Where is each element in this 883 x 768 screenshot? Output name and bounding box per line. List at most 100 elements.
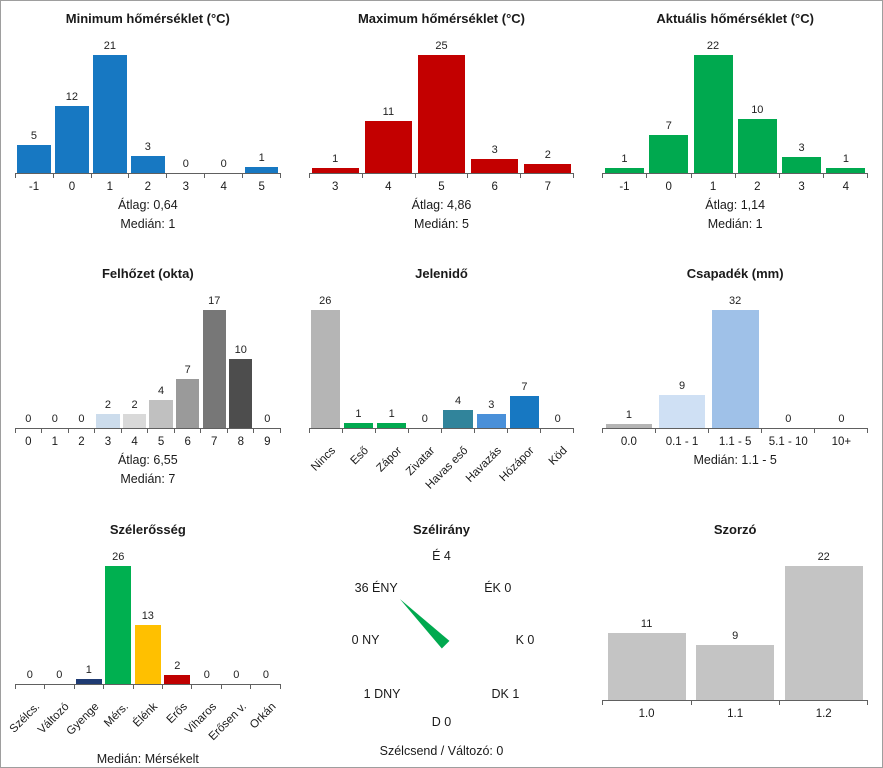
x-axis [602, 428, 869, 434]
chart-title: Aktuális hőmérséklet (°C) [656, 11, 814, 26]
axis-tick [15, 429, 41, 434]
axis-tick [602, 174, 646, 178]
chart-title: Jelenidő [415, 266, 468, 282]
chart-title: Felhőzet (okta) [101, 266, 194, 282]
bar-value-label: 3 [491, 144, 498, 156]
panel-precipitation: Csapadék (mm) 1 9 32 0 0 0.0 0.1 - 1 1.1 - 5 5.1… [588, 256, 882, 511]
axis-tick [602, 700, 690, 705]
stat-mean: Átlag: 4,86 [411, 198, 472, 212]
bar-column: 1 [74, 664, 104, 684]
axis-tick [308, 174, 362, 178]
axis-tick [90, 174, 129, 178]
bar-column: 2 [95, 399, 122, 429]
bar [737, 119, 777, 173]
bar [202, 310, 226, 429]
bar-value-label: 1 [842, 153, 849, 165]
axis-tick [474, 429, 507, 434]
panel-minimum-temperature: Minimum hőmérséklet (°C) 5 12 21 3 0 0 1 -1 0 1 2 3… [1, 1, 295, 256]
chart-stats: Medián: 1.1 - 5 [594, 453, 876, 467]
axis-tick [407, 429, 441, 434]
bar [105, 565, 132, 684]
x-axis [15, 428, 281, 434]
bar-chart-multiplier: 11 9 22 1.0 1.1 1.2 [594, 547, 876, 720]
bar-column: 1 [375, 408, 408, 429]
bar-column: 10 [735, 104, 779, 173]
bar-column: 26 [104, 551, 134, 684]
panel-wind-direction: Szélirány É 4 ÉK 0 K 0 DK 1 D 0 1 DNY 0 … [295, 512, 589, 767]
axis-tick [814, 429, 869, 434]
bars-area: 5 12 21 3 0 0 1 [7, 36, 289, 173]
bar-value-label: 1 [332, 153, 339, 165]
chart-stats: Átlag: 6,55 Medián: 7 [7, 453, 289, 486]
axis-tick [204, 174, 242, 178]
compass-label-southeast: DK 1 [491, 686, 520, 701]
bar-value-label: 21 [103, 40, 116, 52]
bar [55, 106, 89, 173]
bar [131, 156, 165, 173]
axis-tick [162, 684, 191, 689]
bar-value-label: 0 [264, 413, 271, 426]
bar-column: 1 [309, 153, 362, 173]
x-axis-label: Változó [35, 700, 72, 737]
bar-column: 7 [647, 120, 691, 173]
x-axis-label: -1 [619, 181, 630, 193]
chart-stats: Átlag: 0,64 Medián: 1 [7, 198, 289, 231]
bar-column: 0 [815, 413, 868, 428]
x-axis-label: 5.1 - 10 [768, 436, 808, 449]
x-axis-label: Gyenge [64, 700, 102, 738]
chart-stats: Átlag: 1,14 Medián: 1 [594, 198, 876, 231]
axis-tick [73, 684, 103, 689]
bar-value-label: 0 [220, 158, 227, 170]
bar-value-label: 0 [554, 413, 561, 426]
bar [364, 121, 412, 173]
x-axis [15, 683, 281, 689]
axis-tick [734, 174, 779, 178]
x-axis-label: Havazás [463, 445, 504, 486]
x-axis-label: 0 [665, 181, 672, 193]
bar-column: 2 [163, 660, 193, 684]
bar-column: 0 [167, 158, 205, 173]
x-axis-label: 5 [438, 181, 445, 193]
bar-value-label: 22 [706, 40, 720, 52]
bar-chart-wind-strength: 0 0 1 26 13 2 0 0 0 Szélcs. Változó Gyenge Mérs. Élén… [7, 547, 289, 747]
axis-tick [226, 429, 253, 434]
x-axis-label: Szélcs. [7, 700, 43, 736]
bar-value-label: 1 [85, 663, 92, 676]
axis-tick [15, 684, 44, 689]
x-axis-label: 4 [842, 181, 850, 193]
axis-tick [173, 429, 200, 434]
bar-column: 2 [121, 399, 148, 429]
bar [134, 624, 161, 684]
x-axis-label: Erősen v. [206, 700, 249, 743]
bar [693, 55, 733, 173]
axis-tick [540, 429, 575, 434]
x-axis-label: 0.1 - 1 [665, 436, 699, 449]
axis-tick [220, 684, 250, 689]
axis-tick [467, 174, 520, 178]
compass-label-west: 0 NY [351, 632, 380, 647]
chart-title: Szélerősség [109, 521, 186, 537]
bar [604, 168, 644, 173]
x-axis-label: Hózápor [497, 445, 537, 485]
bar [17, 145, 51, 173]
x-axis-label: 0.0 [620, 436, 637, 449]
bar-column: 0 [762, 413, 815, 428]
axis-tick [646, 174, 690, 178]
bar-value-label: 10 [751, 104, 764, 116]
bar-column: 32 [709, 295, 762, 429]
bar-column: 0 [222, 669, 252, 684]
panel-cloud-cover: Felhőzet (okta) 0 0 0 2 2 4 7 17 10 0 0 1 2 3 4 5 6 7 8 9 Á… [1, 256, 295, 511]
bar-column: 0 [68, 413, 95, 428]
axis-tick [778, 700, 868, 705]
bar [93, 55, 127, 173]
axis-tick [147, 429, 173, 434]
x-axis-label: 6 [184, 436, 191, 449]
axis-tick [708, 429, 761, 434]
bar [149, 400, 173, 429]
bar-value-label: 7 [184, 364, 191, 377]
x-axis-labels: 3 4 5 6 7 [309, 178, 575, 193]
bar-column: 1 [243, 152, 281, 173]
stat-mean: Átlag: 1,14 [705, 198, 766, 212]
x-axis-label: 1.1 - 5 [718, 436, 752, 449]
bar-value-label: 12 [65, 91, 79, 103]
